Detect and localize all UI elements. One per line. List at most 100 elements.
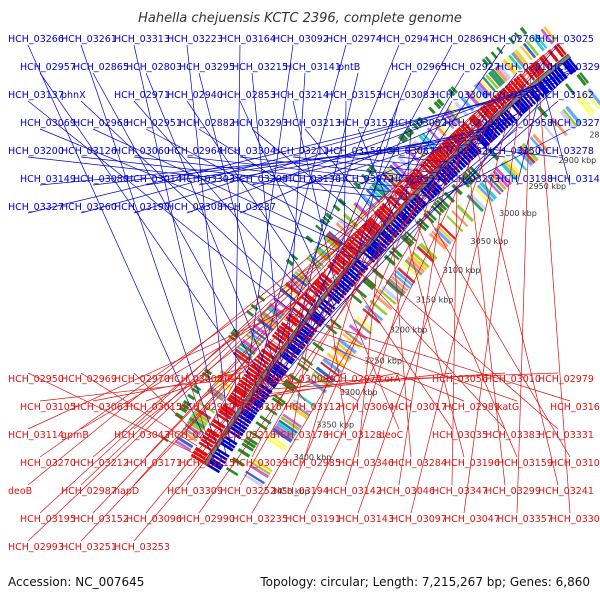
reverse-label-connector: [80, 300, 300, 430]
forward-gene-label: HCH_02958: [497, 118, 553, 129]
cog-feature: [519, 45, 534, 61]
reverse-gene-label: HCH_03307: [550, 514, 600, 525]
forward-gene: [210, 457, 224, 468]
cog-feature: [335, 341, 355, 357]
forward-gene: [267, 372, 281, 383]
reverse-label-connector: [214, 372, 294, 419]
forward-gene-label: HCH_02810: [497, 62, 553, 73]
reverse-gene-label: HCH_03284: [391, 458, 447, 469]
forward-gene-label: HCH_03141: [285, 62, 341, 73]
reverse-label-connector: [145, 226, 362, 458]
cog-feature: [282, 285, 299, 299]
reverse-gene-label: HCH_02987: [61, 486, 117, 497]
gc-mark: [312, 341, 325, 352]
cog-feature: [360, 194, 376, 209]
cog-feature: [174, 439, 192, 452]
cog-feature: [500, 162, 518, 181]
gc-mark: [250, 303, 259, 311]
gc-mark: [513, 32, 521, 40]
forward-gene: [400, 210, 413, 223]
cog-feature: [446, 108, 461, 125]
forward-gene-label: HCH_03260: [61, 202, 117, 213]
reverse-label-connector: [516, 64, 532, 514]
forward-label-connector: [133, 156, 437, 192]
cog-feature: [245, 470, 265, 485]
gc-mark: [241, 442, 254, 452]
forward-gene-label: pntB: [338, 62, 360, 73]
cog-feature: [514, 49, 529, 66]
forward-gene-label: HCH_03213: [285, 118, 341, 129]
cog-feature: [409, 253, 428, 271]
reverse-gene-label: HCH_02985: [285, 458, 341, 469]
reverse-label-connector: [145, 364, 251, 402]
reverse-gene: [524, 68, 536, 81]
forward-gene-label: HCH_02768: [485, 34, 541, 45]
reverse-gene-label: HCH_03195: [20, 514, 76, 525]
forward-gene-label: HCH_03164: [220, 34, 276, 45]
gc-mark: [255, 421, 268, 431]
cog-feature: [188, 416, 206, 430]
cog-feature: [373, 293, 393, 311]
cog-feature: [484, 177, 502, 195]
reverse-gene: [190, 453, 205, 464]
cog-feature: [451, 210, 469, 228]
cog-feature: [522, 42, 537, 59]
gc-mark: [231, 457, 245, 467]
forward-gene: [336, 281, 350, 293]
forward-gene-label: phnX: [61, 90, 86, 101]
forward-label-connector: [234, 44, 241, 443]
reverse-gene-label: HCH_03331: [538, 430, 594, 441]
forward-gene-label: HCH_02982: [432, 146, 488, 157]
reverse-gene: [301, 296, 314, 307]
forward-gene: [230, 426, 244, 437]
cog-feature: [540, 28, 554, 45]
reverse-gene-label: HCH_02969: [61, 374, 117, 385]
cog-feature: [330, 346, 351, 363]
cog-feature: [390, 275, 409, 292]
cog-feature: [284, 281, 302, 296]
cog-feature: [350, 205, 366, 220]
forward-gene-label: HCH_03200: [8, 146, 64, 157]
forward-gene: [565, 59, 577, 73]
cog-feature: [446, 215, 464, 233]
reverse-label-connector: [27, 372, 193, 454]
cog-feature: [176, 436, 194, 449]
reverse-label-connector: [133, 372, 202, 440]
cog-feature: [392, 272, 411, 289]
forward-gene: [467, 143, 480, 156]
cog-feature: [323, 235, 340, 251]
forward-gene: [232, 423, 246, 434]
gc-mark: [353, 181, 362, 190]
forward-gene-label: HCH_02965: [391, 62, 447, 73]
forward-label-connector: [304, 128, 395, 236]
reverse-gene: [530, 63, 542, 77]
gc-mark: [245, 309, 254, 317]
reverse-label-connector: [39, 377, 242, 402]
forward-gene-label: HCH_03060: [114, 146, 170, 157]
cog-feature: [587, 88, 600, 106]
gc-mark: [418, 217, 430, 229]
reverse-gene-label: HCH_03097: [391, 514, 447, 525]
forward-label-connector: [92, 72, 270, 392]
forward-gene-label: HCH_02964: [167, 146, 223, 157]
reverse-gene-label: HCH_03383: [485, 430, 541, 441]
gc-mark: [226, 467, 239, 476]
reverse-label-connector: [39, 112, 476, 514]
forward-gene-label: HCH_03278: [538, 146, 594, 157]
forward-gene: [545, 76, 556, 89]
reverse-label-connector: [388, 196, 412, 458]
cog-feature: [476, 81, 492, 97]
reverse-label-connector: [269, 338, 359, 402]
forward-label-connector: [133, 44, 227, 456]
reverse-gene: [541, 54, 553, 67]
cog-feature: [397, 267, 416, 284]
reverse-gene-label: HCH_03218: [220, 430, 276, 441]
cog-feature: [505, 56, 520, 73]
forward-gene: [214, 451, 228, 461]
forward-gene: [465, 145, 478, 159]
gc-mark: [182, 399, 192, 407]
reverse-gene-label: HCH_03105: [20, 402, 76, 413]
forward-gene-label: HCH_03080: [73, 174, 129, 185]
forward-gene-label: HCH_02865: [73, 62, 129, 73]
cog-feature: [333, 344, 352, 360]
